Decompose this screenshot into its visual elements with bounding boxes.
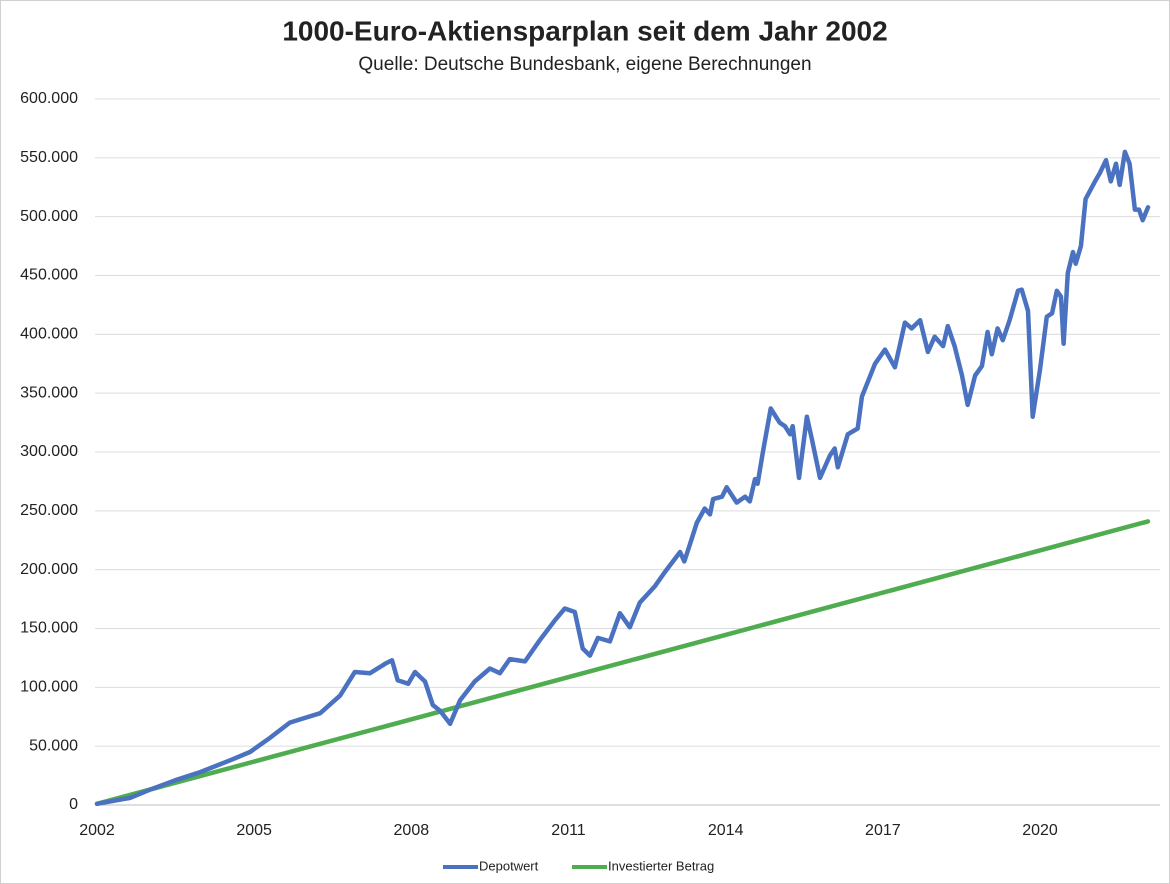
chart-subtitle: Quelle: Deutsche Bundesbank, eigene Bere… <box>358 54 811 75</box>
x-tick-label: 2020 <box>1022 822 1058 839</box>
y-tick-label: 50.000 <box>29 737 78 754</box>
y-tick-label: 300.000 <box>20 443 78 460</box>
x-tick-label: 2002 <box>79 822 115 839</box>
legend-label: Depotwert <box>479 858 539 873</box>
y-tick-label: 450.000 <box>20 267 78 284</box>
x-tick-label: 2008 <box>394 822 430 839</box>
data-line <box>94 519 1151 807</box>
x-tick-label: 2014 <box>708 822 744 839</box>
y-tick-label: 100.000 <box>20 679 78 696</box>
y-tick-label: 0 <box>69 796 78 813</box>
y-tick-label: 150.000 <box>20 620 78 637</box>
y-tick-label: 250.000 <box>20 502 78 519</box>
chart-title: 1000-Euro-Aktiensparplan seit dem Jahr 2… <box>282 15 887 46</box>
x-tick-label: 2017 <box>865 822 901 839</box>
x-tick-label: 2005 <box>236 822 272 839</box>
legend-label: Investierter Betrag <box>608 858 714 873</box>
y-tick-label: 400.000 <box>20 326 78 343</box>
y-tick-label: 550.000 <box>20 149 78 166</box>
data-line <box>94 149 1151 807</box>
y-tick-label: 200.000 <box>20 561 78 578</box>
y-tick-label: 500.000 <box>20 208 78 225</box>
y-tick-label: 350.000 <box>20 384 78 401</box>
x-tick-label: 2011 <box>551 822 586 839</box>
y-tick-label: 600.000 <box>20 90 78 107</box>
